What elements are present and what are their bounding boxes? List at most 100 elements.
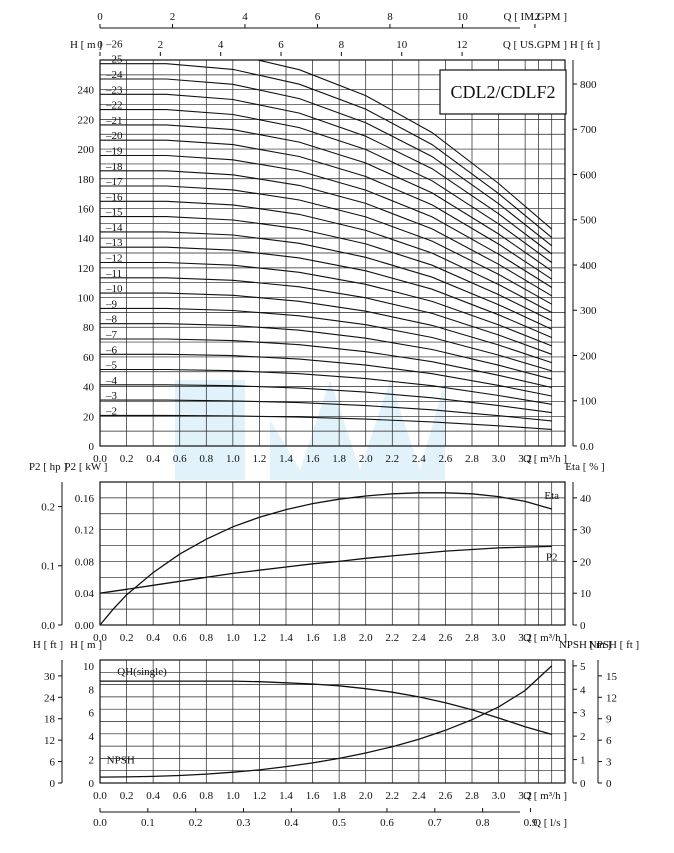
x-tick-label: 1.6 bbox=[306, 453, 320, 465]
right-outer-axis-tick-label: 0 bbox=[606, 778, 612, 790]
y-tick-label: 120 bbox=[78, 263, 95, 275]
outer-axis-tick-label: 24 bbox=[44, 692, 56, 704]
y-tick-label: 100 bbox=[78, 293, 95, 305]
x-tick-label: 2.8 bbox=[465, 453, 479, 465]
stage-label: –14 bbox=[105, 222, 123, 234]
x-tick-label: 3.2 bbox=[518, 453, 532, 465]
stage-label: –11 bbox=[105, 268, 122, 280]
head-curve-stage-26 bbox=[255, 60, 553, 230]
right-axis-tick-label: 20 bbox=[580, 556, 592, 568]
top-axis-tick-label: 6 bbox=[278, 39, 284, 51]
right-axis-tick-label: 10 bbox=[580, 588, 592, 600]
right-axis-tick-label: 600 bbox=[580, 169, 597, 181]
outer-axis-tick-label: 0.1 bbox=[41, 561, 55, 573]
bottom-axis-tick-label: 0.2 bbox=[189, 817, 203, 829]
right-axis-tick-label: 0.0 bbox=[580, 441, 594, 453]
x-tick-label: 0.2 bbox=[120, 453, 134, 465]
right-axis-tick-label: 200 bbox=[580, 350, 597, 362]
x-tick-label: 3.2 bbox=[518, 632, 532, 644]
x-tick-label: 0.4 bbox=[146, 790, 160, 802]
head-curve-stage-17 bbox=[100, 185, 552, 305]
x-tick-label: 2.4 bbox=[412, 453, 426, 465]
right-axis-tick-label: 2 bbox=[580, 731, 586, 743]
x-tick-label: 0.2 bbox=[120, 632, 134, 644]
head-curve-stage-6 bbox=[100, 353, 552, 397]
y-tick-label: 10 bbox=[83, 661, 95, 673]
series bbox=[99, 60, 553, 778]
head-curve-stage-11 bbox=[100, 277, 552, 355]
x-tick-label: 0.4 bbox=[146, 632, 160, 644]
head-curve-stage-9 bbox=[100, 307, 552, 372]
right-axis-tick-label: 30 bbox=[580, 525, 592, 537]
outer-axis-label: H [ ft ] bbox=[33, 639, 63, 651]
stage-label: –10 bbox=[105, 283, 123, 295]
x-tick-label: 1.0 bbox=[226, 790, 240, 802]
x-tick-label: 0.4 bbox=[146, 453, 160, 465]
right-axis-label: H [ ft ] bbox=[570, 39, 600, 51]
outer-axis-tick-label: 12 bbox=[44, 735, 55, 747]
x-tick-label: 3.0 bbox=[492, 632, 506, 644]
head-curve-stage-20 bbox=[100, 139, 553, 280]
right-axis-tick-label: 300 bbox=[580, 305, 597, 317]
stage-label: –22 bbox=[105, 100, 123, 112]
plot-frame bbox=[99, 481, 566, 626]
right-outer-axis-tick-label: 15 bbox=[606, 671, 618, 683]
right-axis-tick-label: 800 bbox=[580, 79, 597, 91]
top-axis-tick-label: 10 bbox=[457, 11, 469, 23]
y-axis-label: H [ m ] bbox=[70, 639, 102, 651]
x-tick-label: 3.0 bbox=[492, 453, 506, 465]
head-curve-stage-18 bbox=[100, 170, 552, 297]
top-axis-tick-label: 0 bbox=[97, 11, 103, 23]
top-axis-tick-label: 12 bbox=[457, 39, 468, 51]
outer-axis-tick-label: 0 bbox=[50, 778, 56, 790]
bottom-axis-tick-label: 0.4 bbox=[284, 817, 298, 829]
x-tick-label: 2.6 bbox=[439, 453, 453, 465]
series-line-eta bbox=[99, 492, 552, 626]
x-tick-label: 0.8 bbox=[199, 790, 213, 802]
stage-label: –13 bbox=[105, 237, 123, 249]
stage-label: –20 bbox=[105, 130, 123, 142]
stage-label: –23 bbox=[105, 84, 123, 96]
x-tick-label: 0.2 bbox=[120, 790, 134, 802]
labels: 0.0 0.2 0.4 0.6 0.8 1.0 1.2 1.4 1.6 1.8 2.0 2.2 2.4 2… bbox=[29, 11, 639, 829]
stage-label: –19 bbox=[105, 145, 123, 157]
bottom-axis-tick-label: 0.0 bbox=[93, 817, 107, 829]
bottom-axis-tick-label: 0.1 bbox=[141, 817, 155, 829]
x-tick-label: 2.4 bbox=[412, 632, 426, 644]
x-tick-label: 3.0 bbox=[492, 790, 506, 802]
outer-axis-tick-label: 18 bbox=[44, 714, 56, 726]
top-axis-tick-label: 10 bbox=[396, 39, 408, 51]
y-axis-label: P2 [ kW ] bbox=[65, 461, 108, 473]
stage-label: –17 bbox=[105, 176, 123, 188]
bottom-axis-tick-label: 0.9 bbox=[524, 817, 538, 829]
head-curve-stage-21 bbox=[100, 124, 553, 272]
right-axis-tick-label: 0 bbox=[580, 778, 586, 790]
stage-label: –21 bbox=[105, 115, 123, 127]
outer-axis-label: P2 [ hp ] bbox=[29, 461, 67, 473]
head-curve-stage-8 bbox=[100, 323, 552, 380]
x-tick-label: 2.0 bbox=[359, 453, 373, 465]
right-axis-tick-label: 5 bbox=[580, 661, 586, 673]
stage-label: –2 bbox=[105, 405, 117, 417]
plot-frame bbox=[99, 59, 566, 447]
stage-label: –6 bbox=[105, 344, 118, 356]
top-axis-label: Q [ US.GPM ] bbox=[503, 39, 567, 51]
x-axis-label: Q [ m³/h ] bbox=[523, 790, 567, 802]
y-tick-label: 20 bbox=[83, 411, 95, 423]
chart-title: CDL2/CDLF2 bbox=[450, 82, 555, 102]
plot-frame bbox=[99, 659, 566, 784]
y-tick-label: 0.16 bbox=[75, 493, 95, 505]
outer-axis-tick-label: 6 bbox=[50, 757, 56, 769]
y-tick-label: 40 bbox=[83, 382, 95, 394]
head-curve-stage-5 bbox=[100, 368, 552, 405]
y-tick-label: 220 bbox=[78, 114, 95, 126]
x-tick-label: 1.8 bbox=[332, 453, 346, 465]
outer-axis-tick-label: 0.2 bbox=[41, 502, 55, 514]
top-axis-tick-label: 8 bbox=[387, 11, 393, 23]
top-axis-tick-label: 2 bbox=[170, 11, 176, 23]
right-outer-axis-tick-label: 12 bbox=[606, 692, 617, 704]
top-axis-tick-label: 6 bbox=[315, 11, 321, 23]
head-curve-stage-12 bbox=[100, 261, 552, 347]
y-tick-label: 2 bbox=[89, 755, 95, 767]
